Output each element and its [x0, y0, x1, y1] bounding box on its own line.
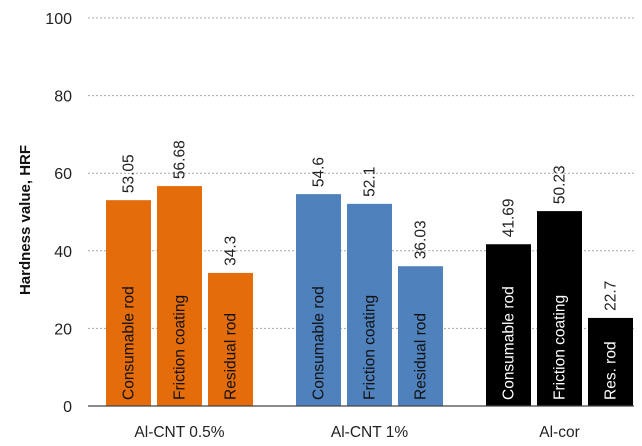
y-axis-title: Hardness value, HRF — [17, 145, 34, 295]
bar — [588, 317, 633, 406]
x-category-label: Al-cor — [539, 424, 579, 441]
data-label: 36.03 — [413, 220, 430, 259]
bar — [106, 200, 151, 406]
bar-series-label: Consumable rod — [501, 286, 518, 400]
bar — [296, 194, 341, 406]
data-label: 22.7 — [603, 281, 620, 311]
data-label: 34.3 — [223, 236, 240, 266]
bars: 53.05 Consumable rod 56.68 Friction coating… — [106, 140, 633, 406]
bar-series-label: Friction coating — [552, 295, 569, 400]
data-label: 54.6 — [311, 157, 328, 187]
data-label: 41.69 — [501, 198, 518, 237]
bar — [537, 211, 582, 406]
data-label: 53.05 — [121, 154, 138, 193]
y-tick-label: 0 — [63, 399, 72, 416]
y-tick-label: 80 — [54, 89, 72, 106]
bar-series-label: Consumable rod — [121, 286, 138, 400]
y-tick-label: 40 — [54, 244, 72, 261]
y-tick-label: 100 — [45, 11, 72, 28]
data-label: 56.68 — [172, 140, 189, 179]
bar — [398, 266, 443, 406]
bar-series-label: Residual rod — [223, 313, 240, 400]
x-category-label: Al-CNT 0.5% — [134, 424, 224, 441]
bar-series-label: Friction coating — [362, 295, 379, 400]
bar — [157, 186, 202, 406]
bar-series-label: Residual rod — [413, 313, 430, 400]
bar-series-label: Friction coating — [172, 295, 189, 400]
bar-series-label: Consumable rod — [311, 286, 328, 400]
y-tick-label: 60 — [54, 166, 72, 183]
bar — [486, 244, 531, 406]
data-label: 50.23 — [552, 165, 569, 204]
bar — [347, 203, 392, 406]
x-axis-categories: Al-CNT 0.5% Al-CNT 1% Al-cor — [134, 424, 579, 441]
bar-series-label: Res. rod — [603, 341, 620, 400]
x-category-label: Al-CNT 1% — [331, 424, 408, 441]
y-tick-label: 20 — [54, 321, 72, 338]
bar — [208, 272, 253, 406]
data-label: 52.1 — [362, 167, 379, 197]
y-axis-ticks: 0 20 40 60 80 100 — [45, 11, 72, 416]
